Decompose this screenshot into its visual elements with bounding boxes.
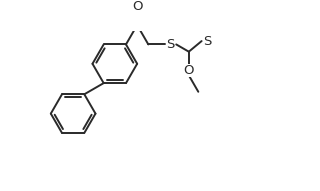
Text: O: O [132, 0, 142, 13]
Text: O: O [184, 64, 194, 77]
Text: S: S [166, 38, 175, 51]
Text: S: S [203, 35, 212, 48]
